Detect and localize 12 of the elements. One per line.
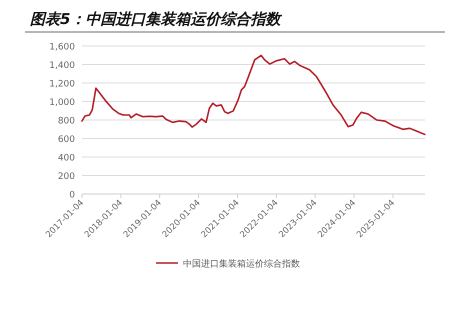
line-series	[81, 54, 426, 136]
y-tick-label: 400	[58, 154, 76, 164]
y-tick-label: 600	[58, 135, 76, 145]
y-tick-label: 1,200	[49, 80, 76, 90]
y-tick-label: 0	[69, 190, 76, 200]
chart-title: 图表5：中国进口集装箱运价综合指数	[30, 10, 282, 28]
legend-label: 中国进口集装箱运价综合指数	[183, 258, 300, 270]
y-tick-label: 1,400	[49, 61, 76, 71]
y-tick-label: 1,600	[49, 42, 76, 52]
y-tick-label: 800	[58, 116, 76, 126]
y-tick-label: 1,000	[49, 98, 76, 108]
y-tick-label: 200	[58, 172, 76, 182]
